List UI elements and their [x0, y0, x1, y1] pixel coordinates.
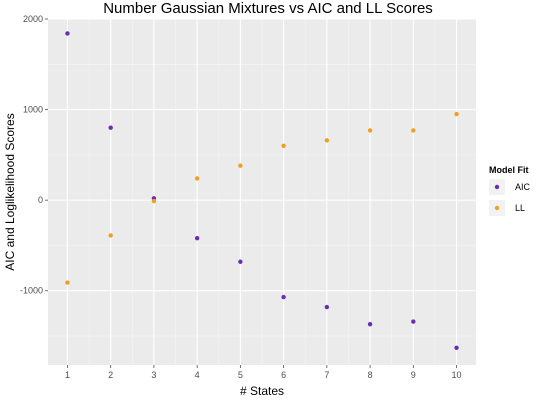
x-tick-label: 10	[452, 370, 462, 380]
legend-marker-ll	[494, 205, 500, 211]
ll-point	[367, 128, 373, 133]
aic-point	[65, 31, 70, 36]
x-tick-label: 8	[368, 370, 373, 380]
aic-point	[411, 319, 416, 324]
y-tick-label: 2000	[23, 14, 43, 24]
y-tick-label: 0	[38, 195, 43, 205]
legend: Model Fit AIC LL	[489, 165, 531, 216]
legend-marker-aic	[494, 184, 500, 190]
x-axis-title: # States	[240, 384, 284, 398]
x-tick-label: 1	[65, 370, 70, 380]
legend-title: Model Fit	[489, 165, 529, 175]
ll-point	[454, 111, 459, 117]
aic-point	[281, 294, 286, 300]
aic-point	[194, 235, 200, 241]
y-axis-ticks: -1000 0 1000 2000	[20, 14, 48, 296]
aic-point	[108, 125, 113, 130]
aic-point	[238, 259, 243, 264]
y-axis-title: AIC and Loglikelihood Scores	[3, 113, 17, 270]
aic-point	[367, 322, 373, 327]
ll-point	[281, 143, 286, 149]
x-tick-label: 5	[238, 370, 243, 380]
ll-point	[108, 233, 113, 238]
x-tick-label: 4	[195, 370, 200, 380]
ll-point	[411, 128, 416, 133]
x-tick-label: 6	[281, 370, 286, 380]
x-tick-label: 9	[411, 370, 416, 380]
legend-label-ll: LL	[515, 203, 525, 213]
ll-point	[194, 176, 200, 181]
x-tick-label: 2	[108, 370, 113, 380]
x-axis-ticks: 1 2 3 4 5 6 7 8 9 10	[65, 365, 462, 380]
aic-point	[324, 304, 330, 310]
legend-label-aic: AIC	[515, 182, 531, 192]
ll-point	[238, 163, 243, 168]
data-points	[65, 31, 459, 350]
ll-point	[151, 198, 157, 204]
ll-point	[324, 138, 330, 143]
x-tick-label: 3	[151, 370, 156, 380]
aic-point	[454, 345, 459, 350]
x-tick-label: 7	[324, 370, 329, 380]
ll-point	[65, 280, 70, 285]
y-tick-label: 1000	[23, 105, 43, 115]
legend-items: AIC LL	[489, 179, 531, 216]
y-tick-label: -1000	[20, 286, 43, 296]
chart-title: Number Gaussian Mixtures vs AIC and LL S…	[103, 0, 433, 17]
